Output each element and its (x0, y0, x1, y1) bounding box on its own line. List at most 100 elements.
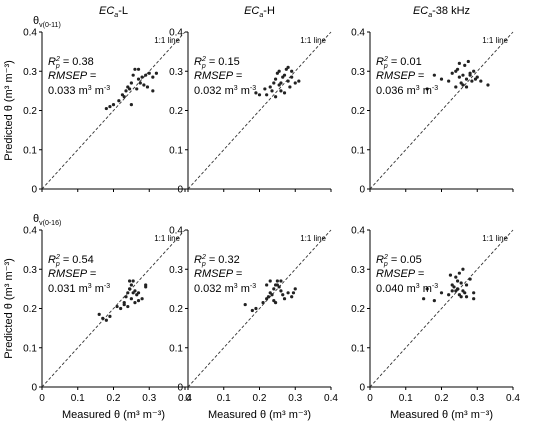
data-point (297, 79, 301, 83)
data-point (459, 281, 463, 285)
rmsep-value: 0.031 m3 m-3 (48, 283, 110, 295)
data-point (454, 275, 458, 279)
data-point (142, 83, 146, 87)
rmsep-value: 0.032 m3 m-3 (194, 283, 256, 295)
data-point (468, 277, 472, 281)
data-point (127, 87, 132, 91)
y-tick-label: 0.3 (23, 67, 37, 78)
data-point (263, 87, 267, 91)
y-tick-label: 0.1 (351, 145, 365, 156)
data-point (111, 103, 116, 107)
y-tick-label: 0 (359, 383, 365, 394)
column-title: ECa-L (99, 5, 128, 19)
data-point (466, 59, 470, 64)
data-point (243, 302, 247, 307)
data-point (272, 287, 276, 291)
x-tick-label: 0.2 (107, 393, 121, 404)
data-point (286, 79, 290, 83)
data-point (254, 91, 258, 95)
data-point (450, 289, 454, 293)
rmsep-label: RMSEP = (194, 268, 243, 280)
data-point (122, 302, 126, 307)
data-point (282, 297, 287, 301)
data-point (279, 289, 283, 293)
rmsep-label: RMSEP = (48, 70, 97, 82)
data-point (464, 295, 469, 299)
rmsep-value: 0.033 m3 m-3 (48, 85, 110, 97)
data-point (272, 81, 276, 85)
data-point (468, 71, 472, 75)
data-point (279, 89, 283, 93)
y-tick-label: 0.3 (169, 67, 183, 78)
data-point (447, 293, 451, 297)
data-point (254, 306, 258, 311)
data-point (266, 295, 271, 299)
data-point (129, 103, 133, 107)
data-point (115, 304, 119, 309)
row-label: θv(0-11) (33, 15, 61, 29)
data-point (101, 316, 105, 320)
y-tick-label: 0.3 (23, 265, 37, 276)
data-point (461, 73, 465, 77)
data-point (145, 85, 150, 89)
data-point (290, 69, 294, 73)
r2-annotation: R2 p = 0.15 (194, 56, 240, 70)
data-point (277, 69, 281, 73)
data-point (275, 283, 279, 287)
r2-annotation: R2 p = 0.01 (376, 56, 422, 70)
data-point (138, 81, 142, 85)
x-tick-label: 0.3 (142, 393, 156, 404)
y-tick-label: 0.1 (23, 343, 37, 354)
y-tick-label: 0.2 (169, 106, 183, 117)
data-point (144, 285, 148, 289)
y-tick-label: 0.2 (23, 106, 37, 117)
data-point (455, 67, 460, 71)
x-tick-label: 0.1 (399, 393, 413, 404)
data-point (447, 79, 451, 83)
rmsep-label: RMSEP = (48, 268, 97, 280)
data-point (457, 75, 461, 79)
data-point (144, 73, 148, 77)
data-point (124, 89, 128, 93)
data-point (119, 306, 123, 311)
x-tick-label: 0.1 (71, 393, 85, 404)
one-to-one-line (369, 31, 514, 190)
data-point (459, 295, 463, 299)
data-point (126, 291, 130, 295)
data-point (136, 67, 141, 71)
data-point (464, 85, 469, 89)
data-point (140, 297, 144, 301)
data-point (463, 291, 467, 295)
data-point (464, 77, 469, 81)
x-tick-label: 0.3 (288, 393, 302, 404)
data-point (422, 297, 426, 301)
y-axis-label: Predicted θ (m³ m⁻³) (3, 60, 15, 161)
x-tick-label: 0.4 (324, 393, 338, 404)
rmsep-label: RMSEP = (194, 70, 243, 82)
data-point (457, 61, 461, 65)
data-point (104, 318, 108, 322)
data-point (108, 104, 112, 109)
data-point (455, 287, 460, 291)
scatter-panel-f: 0 0.1 0.2 0.3 0.4 0 0.1 0.2 0.3 0.4 1:1 line R2 p = … (351, 226, 520, 405)
data-point (265, 93, 269, 97)
data-point (154, 71, 158, 75)
data-point (273, 95, 278, 99)
data-point (268, 279, 272, 283)
data-point (136, 77, 141, 81)
data-point (131, 291, 135, 295)
data-point (450, 71, 454, 75)
x-axis-label: Measured θ (m³ m⁻³) (208, 409, 311, 421)
rmsep-value: 0.040 m3 m-3 (376, 283, 438, 295)
data-point (472, 297, 476, 301)
data-point (286, 65, 290, 69)
data-point (452, 285, 456, 289)
data-point (454, 85, 458, 89)
data-point (277, 83, 281, 87)
x-tick-label: 0.4 (506, 393, 520, 404)
one-to-one-line (41, 31, 186, 190)
